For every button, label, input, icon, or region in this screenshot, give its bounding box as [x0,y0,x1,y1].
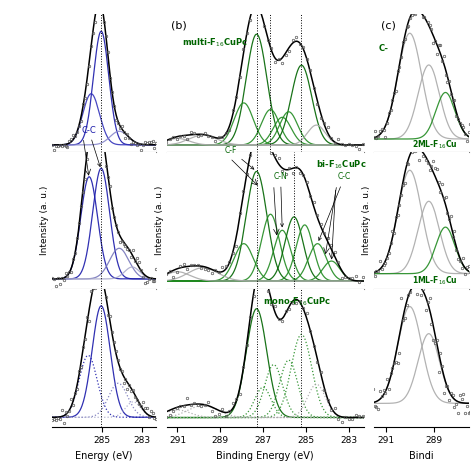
Text: C-C: C-C [319,173,351,240]
X-axis label: Energy (eV): Energy (eV) [75,451,133,461]
Text: bi-F$_{16}$CuPc: bi-F$_{16}$CuPc [317,158,367,171]
Y-axis label: Intensity (a. u.): Intensity (a. u.) [362,186,371,255]
Y-axis label: Intensity (a. u.): Intensity (a. u.) [40,186,49,255]
Text: mono-F$_{16}$CuPc: mono-F$_{16}$CuPc [263,296,331,308]
X-axis label: Binding Energy (eV): Binding Energy (eV) [216,451,314,461]
Text: 2ML-F$_{16}$Cu: 2ML-F$_{16}$Cu [412,138,458,151]
Y-axis label: Intensity (a. u.): Intensity (a. u.) [155,186,164,255]
Text: (c): (c) [381,20,396,30]
Text: multi-F$_{16}$CuPc: multi-F$_{16}$CuPc [182,36,248,49]
Text: C-F: C-F [225,146,254,169]
Text: C-N: C-N [273,173,287,227]
Text: 1ML-F$_{16}$Cu: 1ML-F$_{16}$Cu [412,275,458,287]
Text: (b): (b) [171,21,187,31]
Text: C-C: C-C [81,126,100,166]
X-axis label: Bindi: Bindi [410,451,434,461]
Text: C-: C- [379,44,389,53]
